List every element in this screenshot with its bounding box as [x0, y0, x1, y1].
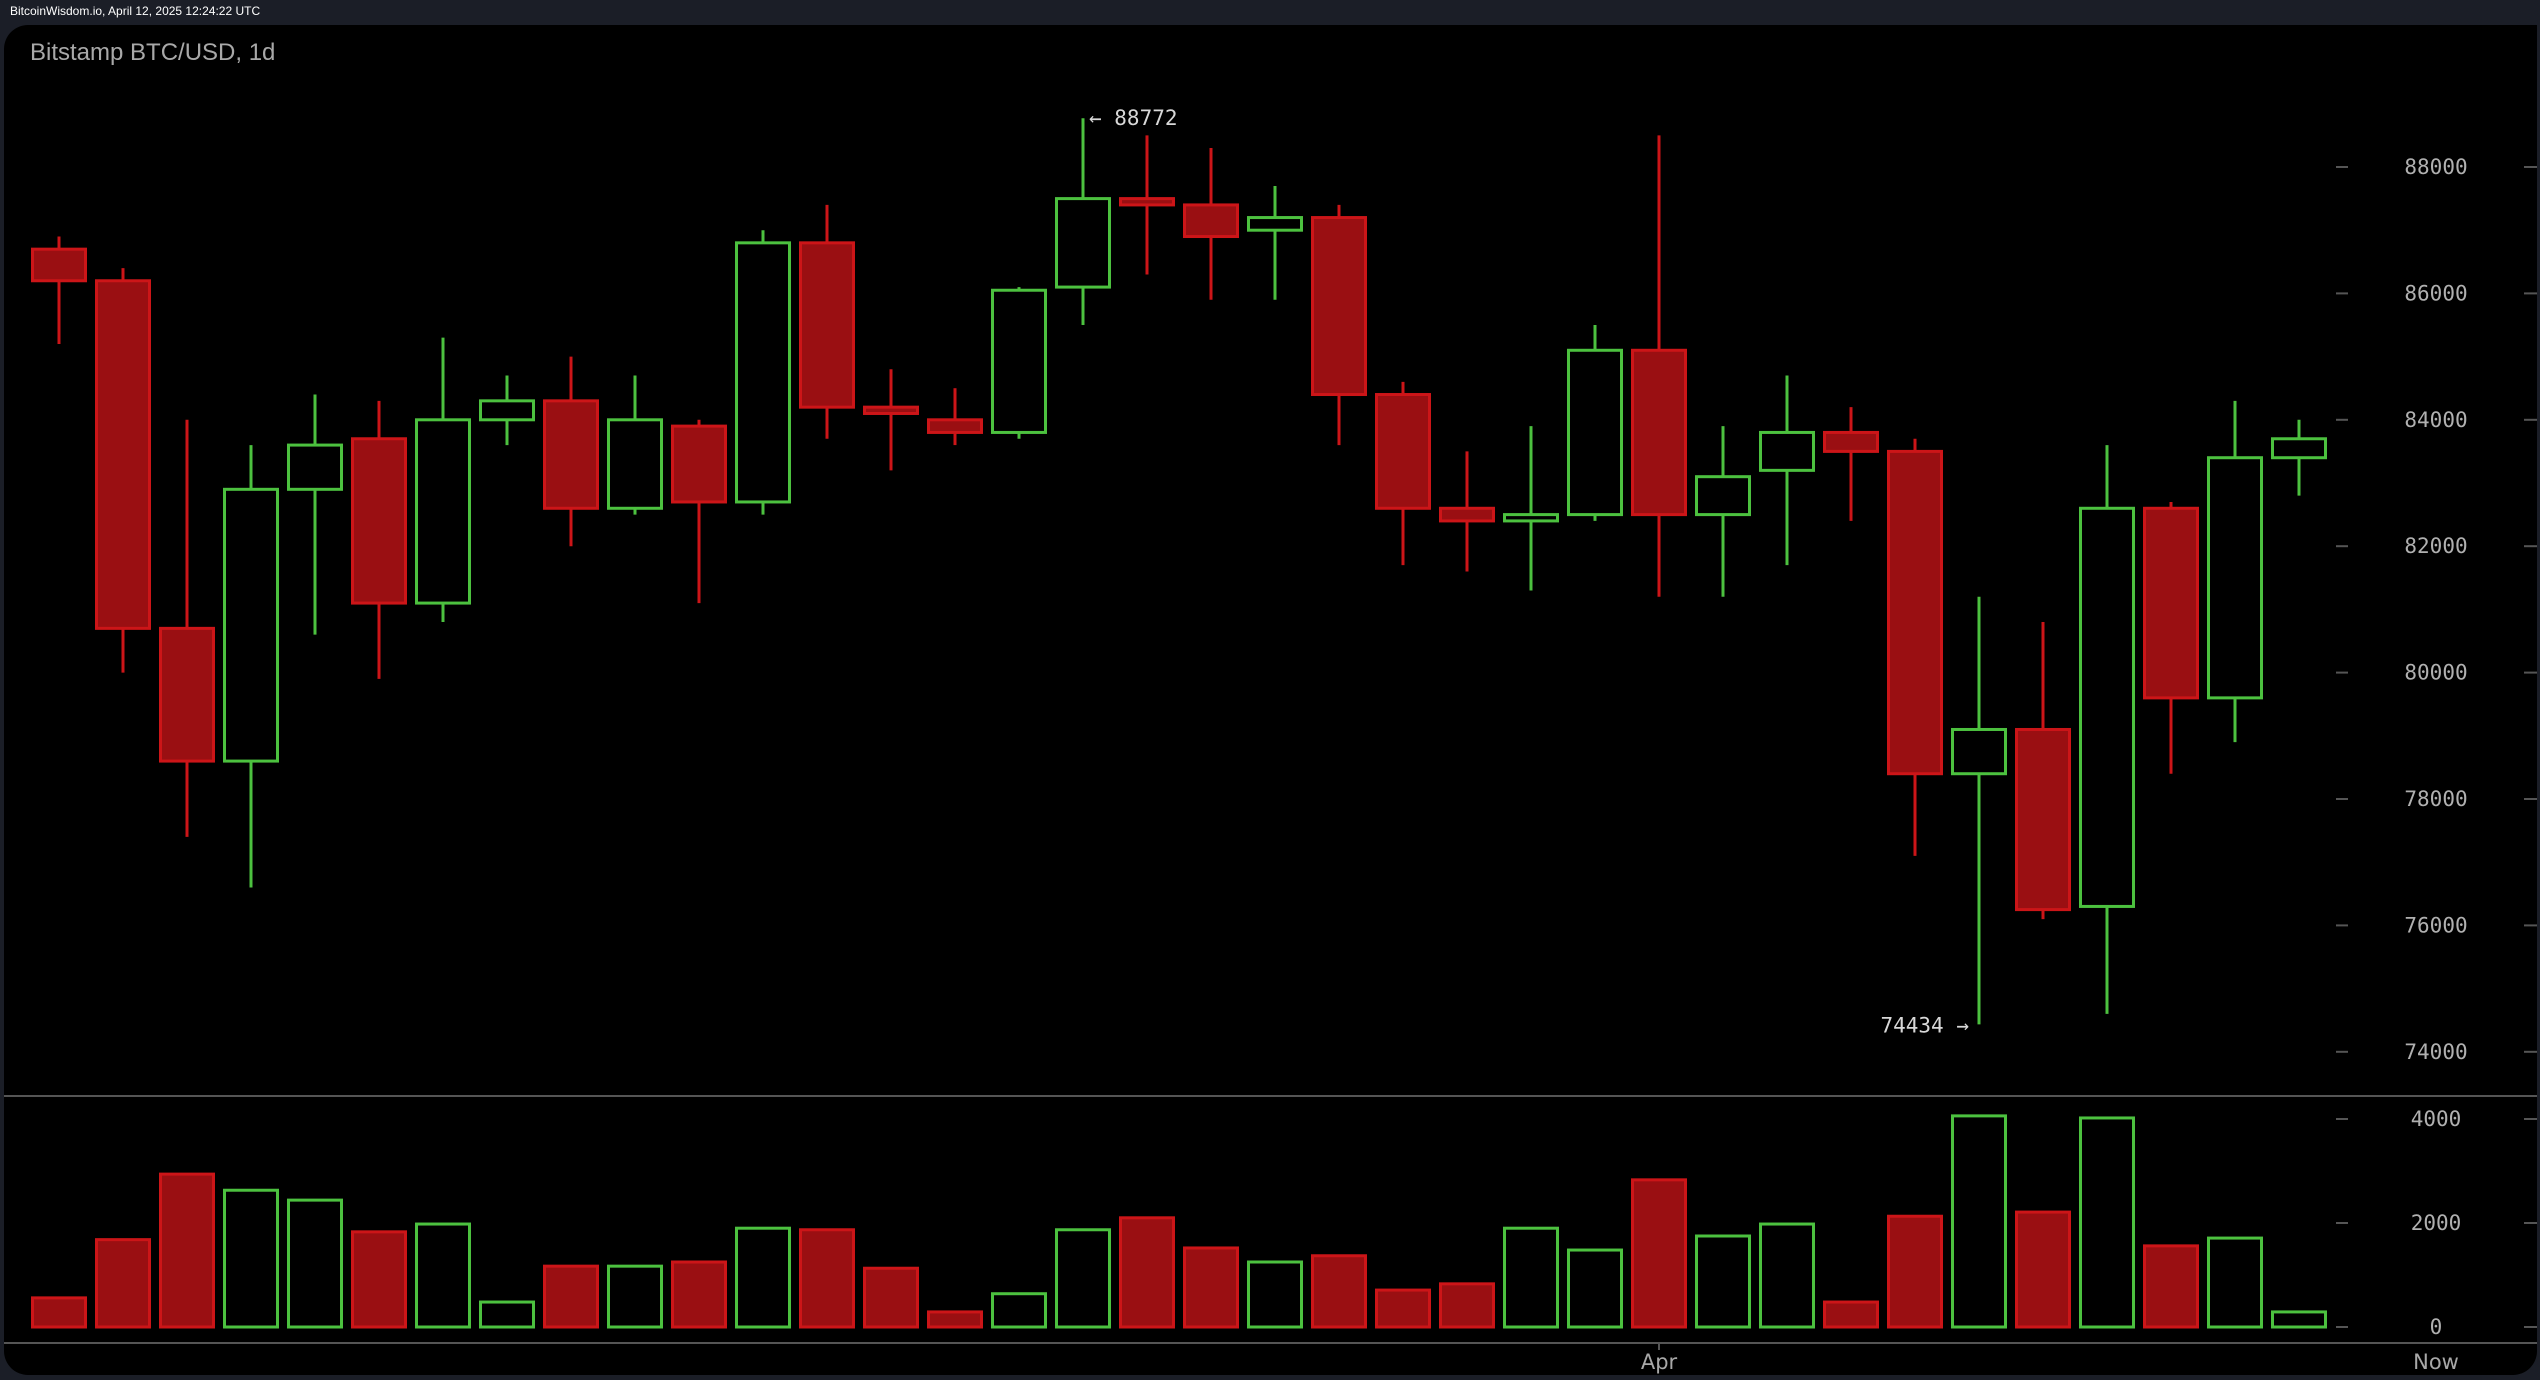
- volume-bar[interactable]: [1375, 1288, 1431, 1329]
- volume-bar[interactable]: [2143, 1244, 2199, 1329]
- x-axis-label-now: Now: [2413, 1350, 2459, 1374]
- volume-bar[interactable]: [1439, 1282, 1495, 1329]
- volume-bar[interactable]: [31, 1296, 87, 1329]
- candle-body[interactable]: [159, 626, 215, 763]
- volume-bar[interactable]: [863, 1266, 919, 1329]
- candle-body[interactable]: [2015, 727, 2071, 912]
- low-annotation: 74434 →: [1880, 1013, 1969, 1037]
- high-annotation: ← 88772: [1089, 106, 1178, 130]
- price-axis-label: 76000: [2404, 913, 2467, 937]
- price-axis-label: 78000: [2404, 787, 2467, 811]
- candlestick-chart[interactable]: 74000 76000 78000 80000 82000 84000 86000 88000…: [4, 25, 2537, 1375]
- volume-bar[interactable]: [671, 1260, 727, 1329]
- candle-body[interactable]: [415, 418, 471, 605]
- volume-axis-label: 4000: [2411, 1107, 2462, 1131]
- candle-body[interactable]: [223, 487, 279, 763]
- volume-bar[interactable]: [1631, 1178, 1687, 1329]
- candle-body[interactable]: [2143, 506, 2199, 700]
- candle-body[interactable]: [2079, 506, 2135, 908]
- volume-bar[interactable]: [1759, 1222, 1815, 1329]
- volume-bar[interactable]: [159, 1172, 215, 1329]
- candle-body[interactable]: [607, 418, 663, 510]
- candle-body[interactable]: [735, 241, 791, 504]
- volume-bar[interactable]: [2015, 1210, 2071, 1329]
- price-axis-label: 88000: [2404, 155, 2467, 179]
- volume-bar[interactable]: [287, 1198, 343, 1329]
- candle-body[interactable]: [2271, 437, 2327, 460]
- volume-bar[interactable]: [1695, 1234, 1751, 1329]
- candle-body[interactable]: [543, 399, 599, 510]
- candle-body[interactable]: [1759, 430, 1815, 472]
- candle-body[interactable]: [1503, 513, 1559, 523]
- candle-body[interactable]: [1439, 506, 1495, 523]
- price-axis-label: 82000: [2404, 534, 2467, 558]
- candle-body[interactable]: [863, 405, 919, 415]
- price-axis-label: 84000: [2404, 408, 2467, 432]
- volume-bar[interactable]: [1887, 1214, 1943, 1329]
- volume-bar[interactable]: [1119, 1216, 1175, 1329]
- candle-body[interactable]: [991, 288, 1047, 434]
- volume-axis-label: 2000: [2411, 1211, 2462, 1235]
- candle-body[interactable]: [95, 279, 151, 630]
- volume-bar[interactable]: [543, 1264, 599, 1329]
- candle-body[interactable]: [2207, 456, 2263, 700]
- volume-bar[interactable]: [607, 1264, 663, 1329]
- volume-bar[interactable]: [1503, 1226, 1559, 1329]
- volume-bar[interactable]: [927, 1310, 983, 1329]
- candle-body[interactable]: [1695, 475, 1751, 517]
- volume-bar[interactable]: [735, 1226, 791, 1329]
- volume-bar[interactable]: [2207, 1236, 2263, 1329]
- volume-axis-label: 0: [2430, 1315, 2443, 1339]
- candle-body[interactable]: [927, 418, 983, 434]
- price-axis-label: 74000: [2404, 1040, 2467, 1064]
- candle-body[interactable]: [1951, 727, 2007, 776]
- price-axis-label: 80000: [2404, 661, 2467, 685]
- volume-bar[interactable]: [479, 1300, 535, 1329]
- candle-body[interactable]: [671, 424, 727, 504]
- candle-body[interactable]: [287, 443, 343, 491]
- volume-bar[interactable]: [1311, 1254, 1367, 1329]
- candle-body[interactable]: [1055, 197, 1111, 289]
- volume-bar[interactable]: [1055, 1228, 1111, 1329]
- volume-bar[interactable]: [415, 1222, 471, 1329]
- candle-body[interactable]: [31, 247, 87, 283]
- candle-body[interactable]: [1375, 393, 1431, 510]
- volume-bar[interactable]: [1951, 1114, 2007, 1329]
- volume-bar[interactable]: [1567, 1248, 1623, 1329]
- volume-bar[interactable]: [1183, 1246, 1239, 1329]
- volume-bar[interactable]: [1823, 1300, 1879, 1329]
- candle-body[interactable]: [1311, 216, 1367, 397]
- candle-body[interactable]: [1183, 203, 1239, 239]
- volume-bar[interactable]: [95, 1238, 151, 1329]
- candle-body[interactable]: [799, 241, 855, 409]
- volume-bar[interactable]: [2271, 1310, 2327, 1329]
- candle-body[interactable]: [1567, 348, 1623, 517]
- candle-body[interactable]: [1247, 216, 1303, 232]
- volume-bar[interactable]: [991, 1292, 1047, 1329]
- price-axis-label: 86000: [2404, 281, 2467, 305]
- candle-body[interactable]: [1631, 348, 1687, 517]
- volume-bar[interactable]: [351, 1230, 407, 1329]
- volume-bar[interactable]: [1247, 1260, 1303, 1329]
- volume-bar[interactable]: [799, 1228, 855, 1329]
- chart-title: Bitstamp BTC/USD, 1d: [30, 39, 276, 66]
- candle-body[interactable]: [1119, 197, 1175, 207]
- volume-bar[interactable]: [223, 1188, 279, 1329]
- candle-body[interactable]: [1887, 449, 1943, 776]
- candle-body[interactable]: [1823, 430, 1879, 453]
- candle-body[interactable]: [351, 437, 407, 605]
- x-axis-label-apr: Apr: [1641, 1350, 1678, 1374]
- candle-body[interactable]: [479, 399, 535, 422]
- volume-bar[interactable]: [2079, 1116, 2135, 1329]
- chart-panel: 74000 76000 78000 80000 82000 84000 86000 88000…: [4, 25, 2537, 1375]
- source-timestamp: BitcoinWisdom.io, April 12, 2025 12:24:2…: [10, 4, 261, 18]
